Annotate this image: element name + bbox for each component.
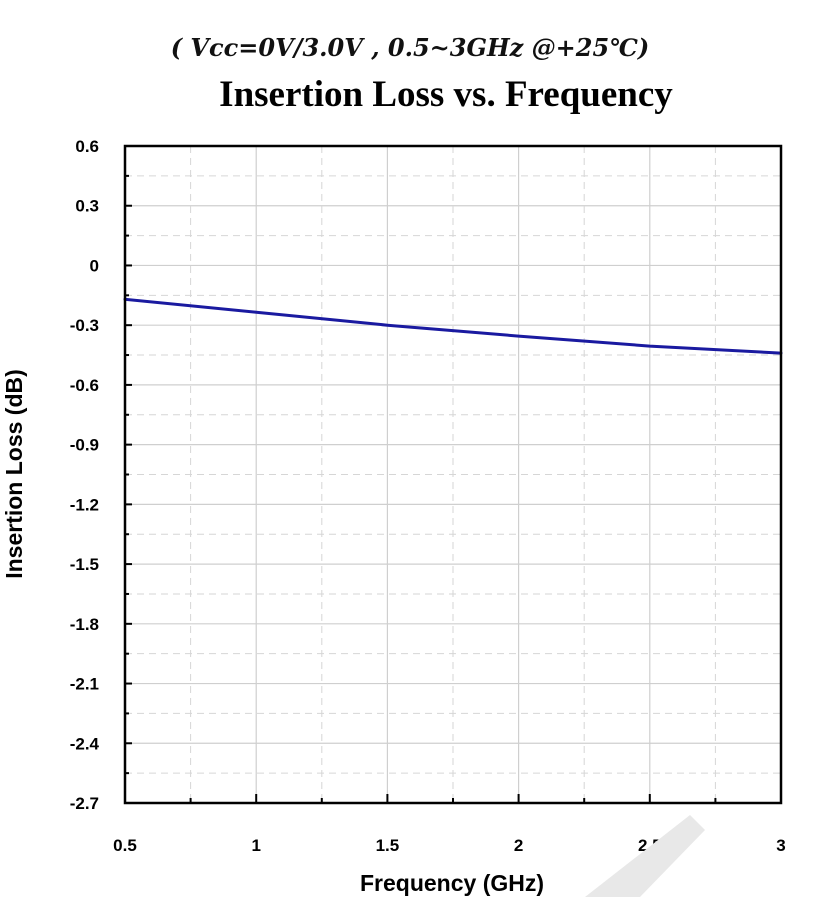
x-tick-label: 2 — [514, 836, 523, 855]
y-tick-label: -0.9 — [70, 436, 99, 455]
y-axis-label: Insertion Loss (dB) — [1, 369, 27, 579]
y-tick-label: -2.7 — [70, 794, 99, 813]
watermark-mark — [585, 815, 705, 897]
x-axis-label: Frequency (GHz) — [360, 870, 544, 896]
x-tick-label: 1 — [251, 836, 260, 855]
grid-lines — [125, 146, 781, 803]
x-tick-label: 3 — [776, 836, 785, 855]
y-tick-label: 0 — [90, 256, 99, 275]
y-tick-label: -1.2 — [70, 495, 99, 514]
y-tick-label: -1.5 — [70, 555, 99, 574]
y-tick-label: -1.8 — [70, 615, 99, 634]
y-tick-label: -2.1 — [70, 675, 99, 694]
y-tick-label: -0.3 — [70, 316, 99, 335]
chart-title: Insertion Loss vs. Frequency — [219, 74, 673, 115]
y-tick-label: -2.4 — [70, 734, 100, 753]
x-tick-label: 0.5 — [113, 836, 137, 855]
y-tick-label: 0.6 — [75, 137, 99, 156]
y-tick-label: -0.6 — [70, 376, 99, 395]
series-line-insertion-loss — [123, 297, 783, 355]
y-tick-label: 0.3 — [75, 197, 99, 216]
series-lines — [123, 297, 783, 355]
plot-frame — [123, 144, 783, 805]
y-tick-labels: 0.6 0.3 0 -0.3 -0.6 -0.9 -1.2 -1.5 -1.8 -2.1 -2.4 -… — [70, 137, 100, 813]
chart-subtitle: ( Vcc=0V/3.0V , 0.5~3GHz @+25℃) — [171, 33, 650, 62]
x-tick-label: 1.5 — [376, 836, 400, 855]
x-tick-labels: 0.5 1 1.5 2 2.5 3 — [113, 836, 786, 855]
